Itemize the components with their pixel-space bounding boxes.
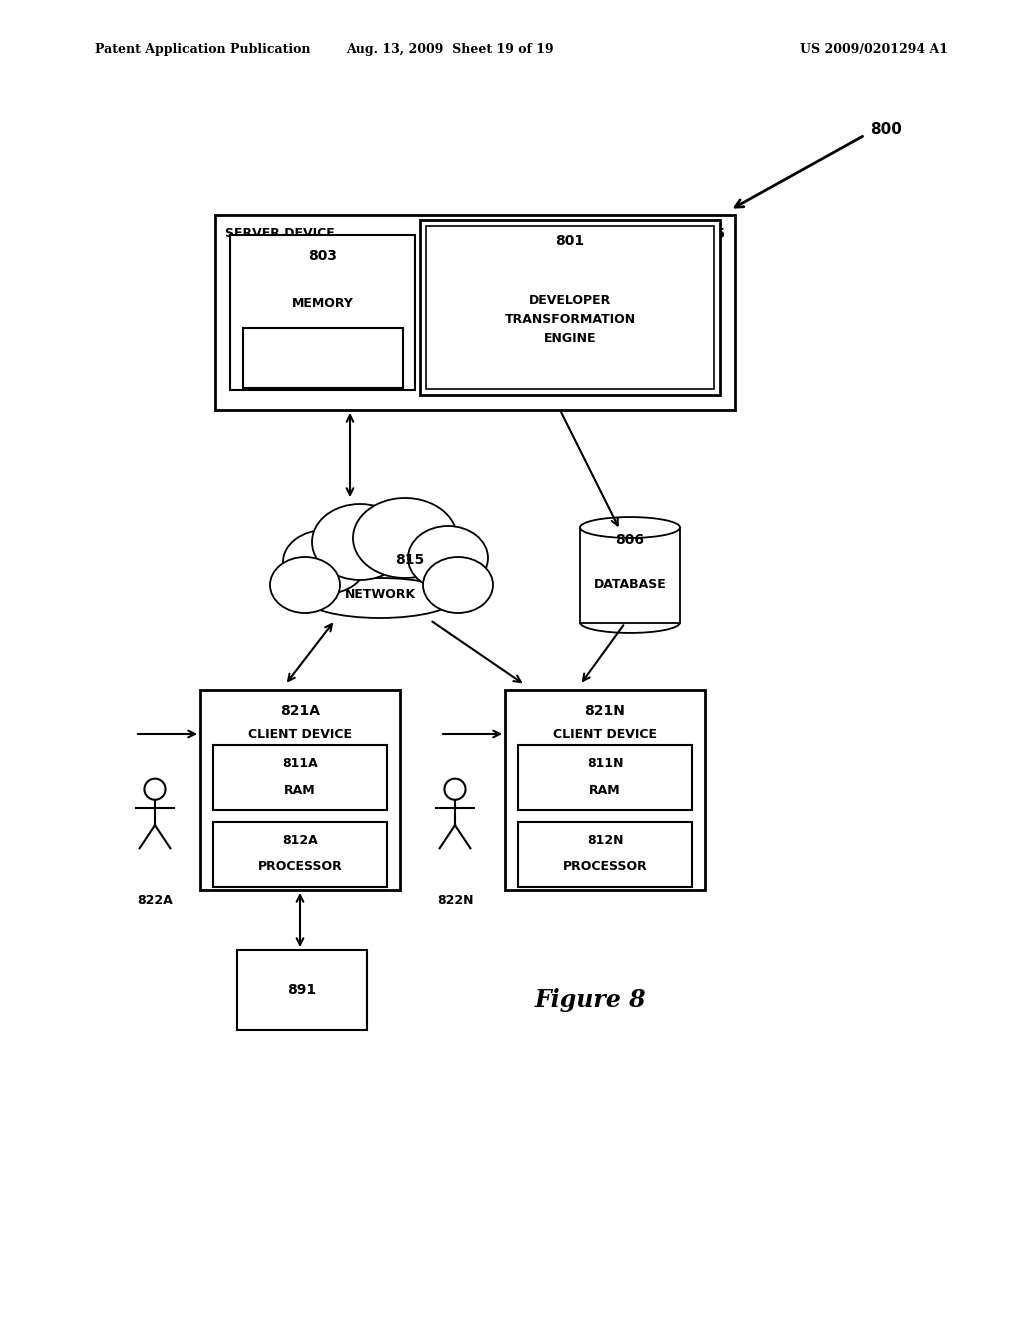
Ellipse shape <box>423 557 493 612</box>
Ellipse shape <box>580 517 680 539</box>
Ellipse shape <box>283 531 367 594</box>
Text: 821N: 821N <box>585 704 626 718</box>
Bar <box>230 235 415 389</box>
Text: PROCESSOR: PROCESSOR <box>258 861 342 874</box>
Bar <box>518 744 692 810</box>
Ellipse shape <box>408 525 488 590</box>
Ellipse shape <box>270 557 340 612</box>
Text: SERVER DEVICE: SERVER DEVICE <box>225 227 335 240</box>
Text: DATABASE: DATABASE <box>594 578 667 591</box>
Bar <box>213 744 387 810</box>
Bar <box>215 215 735 411</box>
Text: RAM: RAM <box>285 784 315 796</box>
Text: RAM: RAM <box>589 784 621 796</box>
Text: 805: 805 <box>696 227 725 242</box>
Bar <box>420 220 720 395</box>
Text: 804: 804 <box>310 341 336 352</box>
Bar <box>213 822 387 887</box>
Text: 822N: 822N <box>437 894 473 907</box>
Bar <box>580 528 680 623</box>
Bar <box>426 226 714 389</box>
Text: PROCESSOR: PROCESSOR <box>562 861 647 874</box>
Ellipse shape <box>353 498 457 578</box>
Text: 800: 800 <box>870 123 902 137</box>
Bar <box>505 690 705 890</box>
Text: Figure 8: Figure 8 <box>535 987 646 1012</box>
Text: Patent Application Publication: Patent Application Publication <box>95 44 310 57</box>
Text: Aug. 13, 2009  Sheet 19 of 19: Aug. 13, 2009 Sheet 19 of 19 <box>346 44 554 57</box>
Text: 806: 806 <box>615 533 644 546</box>
Text: PROCESSOR: PROCESSOR <box>281 363 366 376</box>
Text: 811A: 811A <box>283 756 317 770</box>
Text: MEMORY: MEMORY <box>292 297 353 310</box>
Text: DEVELOPER
TRANSFORMATION
ENGINE: DEVELOPER TRANSFORMATION ENGINE <box>505 294 636 346</box>
Text: 822A: 822A <box>137 894 173 907</box>
Text: 812A: 812A <box>283 834 317 847</box>
Text: 821A: 821A <box>280 704 319 718</box>
Bar <box>243 327 403 388</box>
Text: 891: 891 <box>288 983 316 997</box>
Text: 812N: 812N <box>587 834 624 847</box>
Text: CLIENT DEVICE: CLIENT DEVICE <box>553 729 657 741</box>
Ellipse shape <box>305 578 455 618</box>
Text: NETWORK: NETWORK <box>344 589 416 602</box>
Text: 801: 801 <box>555 234 585 248</box>
Text: 811N: 811N <box>587 756 624 770</box>
Bar <box>518 822 692 887</box>
Text: US 2009/0201294 A1: US 2009/0201294 A1 <box>800 44 948 57</box>
Bar <box>200 690 400 890</box>
Bar <box>237 950 367 1030</box>
Text: 815: 815 <box>395 553 425 568</box>
Text: CLIENT DEVICE: CLIENT DEVICE <box>248 729 352 741</box>
Text: 803: 803 <box>308 249 337 263</box>
Ellipse shape <box>312 504 408 579</box>
